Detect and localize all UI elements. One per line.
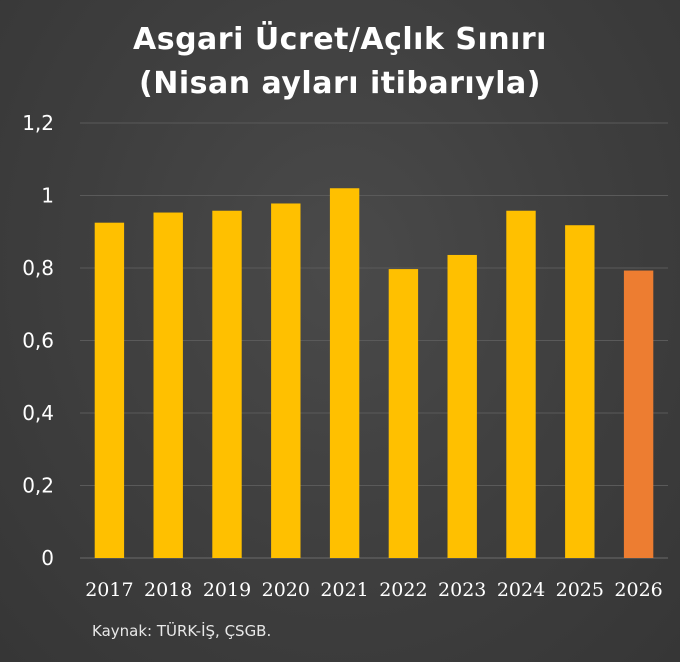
bar-2022 (388, 269, 419, 558)
chart-title-block: Asgari Ücret/Açlık Sınırı (Nisan ayları … (0, 18, 680, 106)
y-tick-label: 1,2 (22, 111, 54, 135)
y-tick-label: 0,2 (22, 474, 54, 498)
source-note: Kaynak: TÜRK-İŞ, ÇSGB. (92, 622, 272, 640)
y-tick-label: 0,6 (22, 329, 54, 353)
bar-2018 (153, 212, 183, 558)
x-tick-label: 2017 (85, 579, 133, 601)
chart-title: Asgari Ücret/Açlık Sınırı (133, 22, 547, 57)
x-tick-label: 2021 (320, 579, 368, 601)
bar-2023 (447, 254, 477, 558)
chart-subtitle: (Nisan ayları itibarıyla) (139, 66, 541, 101)
x-tick-label: 2019 (203, 579, 251, 601)
y-tick-label: 0,8 (22, 256, 54, 280)
bars (94, 188, 654, 558)
y-tick-label: 0 (41, 546, 54, 570)
bar-2021 (329, 188, 360, 558)
bar-2025 (565, 225, 595, 558)
x-tick-label: 2023 (438, 579, 486, 601)
x-axis-ticks: 2017 2018 2019 2020 2021 2022 2023 2024 2025 2026 (85, 579, 663, 601)
bar-2019 (212, 210, 242, 558)
x-tick-label: 2025 (556, 579, 604, 601)
y-tick-label: 0,4 (22, 401, 54, 425)
x-tick-label: 2026 (614, 579, 662, 601)
x-tick-label: 2020 (262, 579, 310, 601)
x-tick-label: 2024 (497, 579, 545, 601)
x-tick-label: 2022 (379, 579, 427, 601)
bar-2017 (94, 222, 125, 558)
bar-2026 (623, 270, 654, 558)
bar-2020 (271, 203, 301, 558)
bar-2024 (506, 210, 536, 558)
y-tick-label: 1 (41, 184, 54, 208)
y-axis-ticks: 0 0,2 0,4 0,6 0,8 1 1,2 (22, 111, 54, 570)
x-tick-label: 2018 (144, 579, 192, 601)
